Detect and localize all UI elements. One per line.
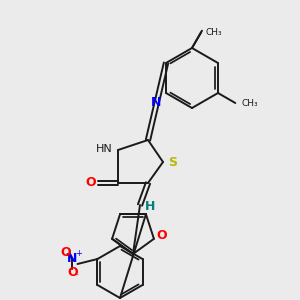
Text: CH₃: CH₃	[241, 98, 258, 107]
Text: H: H	[145, 200, 155, 214]
Text: HN: HN	[96, 144, 112, 154]
Text: +: +	[75, 250, 82, 259]
Text: O: O	[67, 266, 78, 278]
Text: ⁻: ⁻	[73, 272, 78, 282]
Text: O: O	[60, 245, 71, 259]
Text: N: N	[67, 253, 78, 266]
Text: N: N	[151, 96, 161, 109]
Text: CH₃: CH₃	[206, 28, 223, 37]
Text: O: O	[157, 229, 167, 242]
Text: O: O	[86, 176, 96, 190]
Text: S: S	[169, 155, 178, 169]
